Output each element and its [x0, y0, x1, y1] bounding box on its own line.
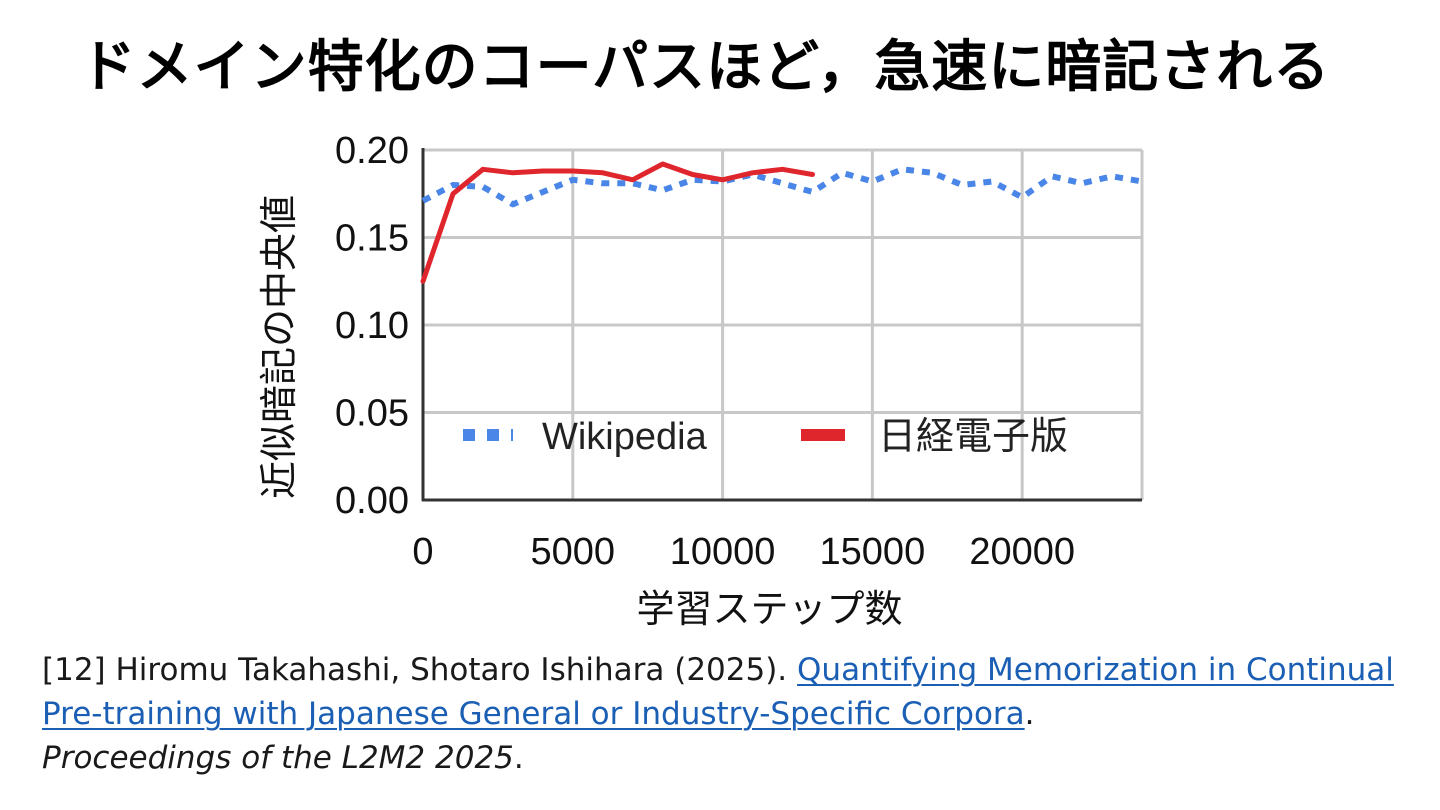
- x-tick-label: 5000: [531, 531, 616, 573]
- slide-title: ドメイン特化のコーパスほど，急速に暗記される: [79, 35, 1331, 100]
- citation-venue: Proceedings of the L2M2 2025: [42, 740, 514, 776]
- y-axis-label: 近似暗記の中央値: [257, 195, 301, 499]
- y-tick-label: 0.00: [335, 480, 409, 522]
- y-tick-label: 0.05: [335, 393, 409, 435]
- chart-svg: 0.00 0.05 0.10 0.15 0.20 0 5000 10000 15000 20000…: [257, 130, 1144, 631]
- tick-labels: 0.00 0.05 0.10 0.15 0.20 0 5000 10000 15000 20000: [335, 130, 1075, 573]
- x-tick-label: 0: [412, 531, 433, 573]
- citation-end-period: .: [513, 740, 524, 776]
- legend-label-nikkei: 日経電子版: [878, 416, 1068, 458]
- axes: [421, 148, 1142, 502]
- y-tick-label: 0.15: [335, 218, 409, 260]
- citation: [12] Hiromu Takahashi, Shotaro Ishihara …: [42, 648, 1412, 780]
- x-tick-label: 10000: [670, 531, 776, 573]
- x-axis-label: 学習ステップ数: [636, 587, 902, 631]
- line-chart: 0.00 0.05 0.10 0.15 0.20 0 5000 10000 15000 20000…: [230, 120, 1190, 640]
- series-line-wikipedia: [421, 166, 1143, 208]
- x-tick-label: 15000: [820, 531, 926, 573]
- legend: Wikipedia 日経電子版: [463, 416, 1068, 458]
- x-tick-label: 20000: [969, 531, 1075, 573]
- grid: [423, 148, 1144, 500]
- y-tick-label: 0.10: [335, 305, 409, 347]
- paper-link[interactable]: Quantifying Memorization in Continual Pr…: [42, 652, 1394, 732]
- series-layer: [420, 161, 1143, 284]
- citation-authors: [12] Hiromu Takahashi, Shotaro Ishihara …: [42, 652, 798, 688]
- series-line-nikkei: [420, 161, 815, 284]
- legend-label-wikipedia: Wikipedia: [542, 416, 708, 458]
- y-tick-label: 0.20: [335, 130, 409, 172]
- citation-period: .: [1024, 696, 1035, 732]
